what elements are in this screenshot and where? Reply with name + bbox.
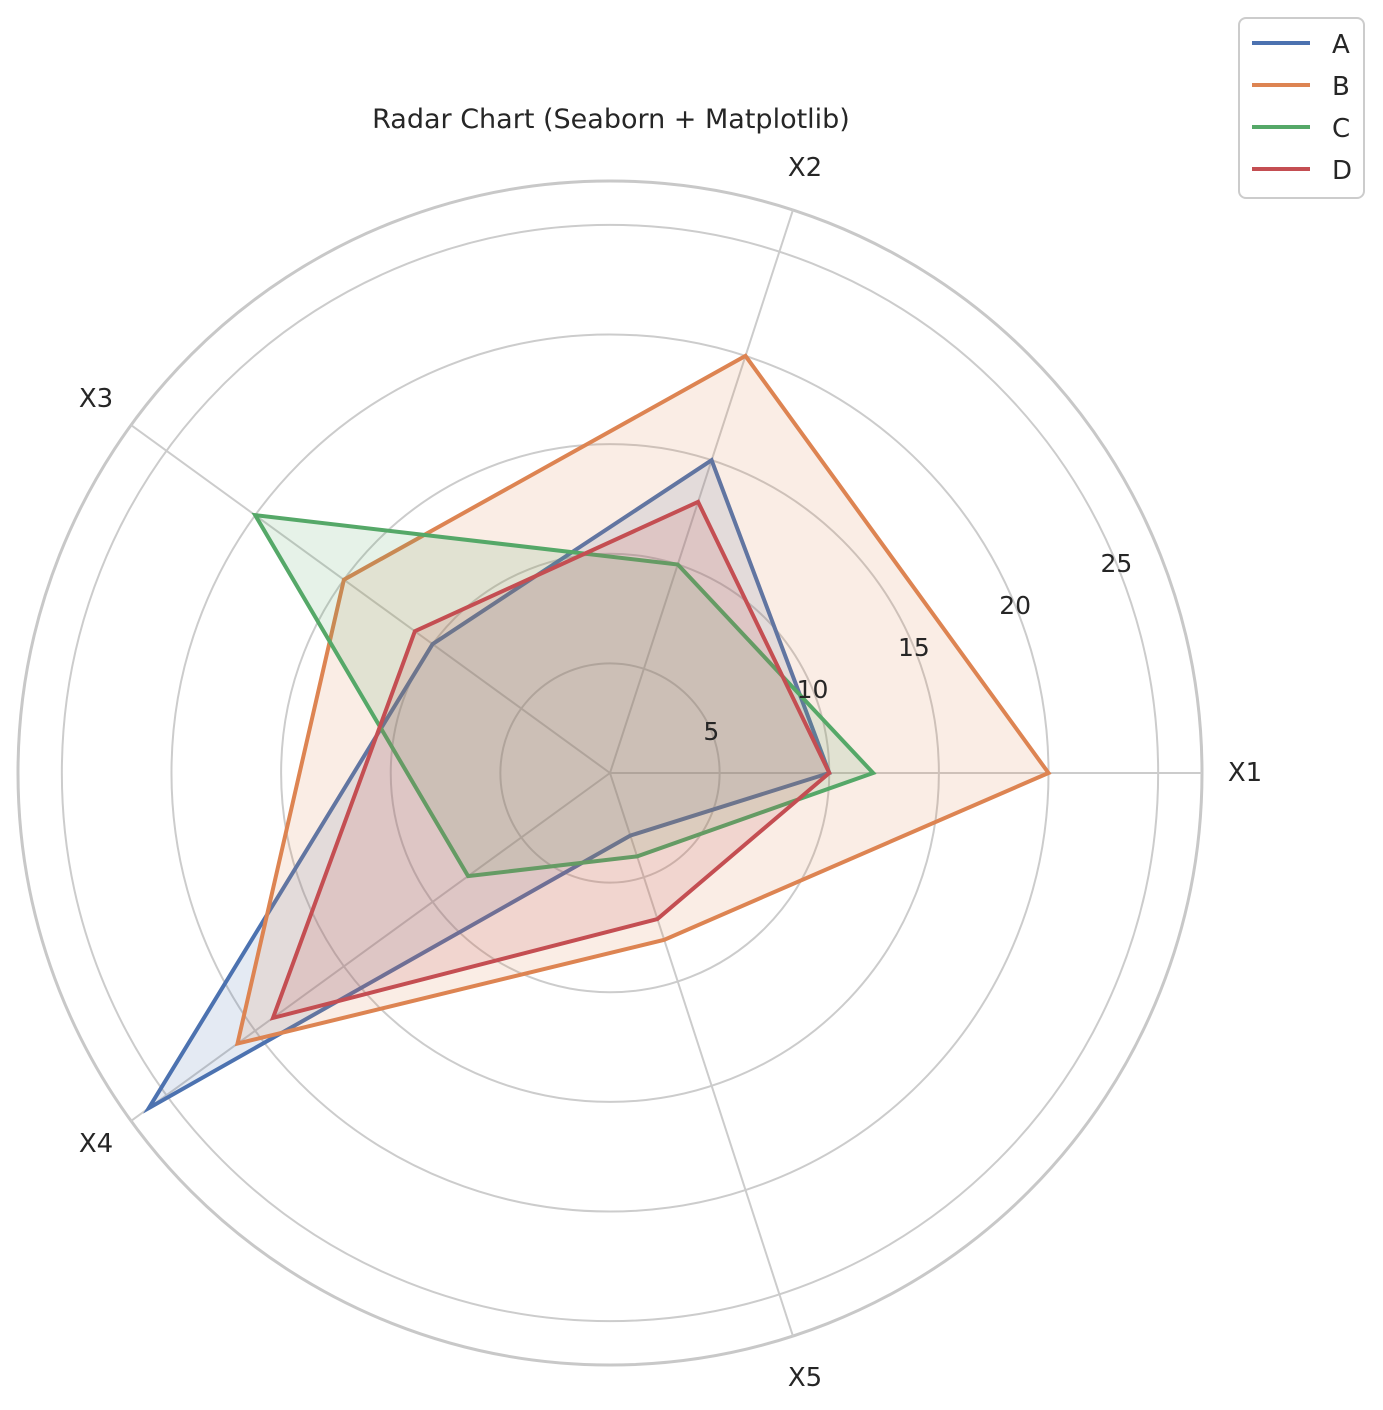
legend-label-D: D bbox=[1332, 156, 1352, 186]
chart-title: Radar Chart (Seaborn + Matplotlib) bbox=[372, 104, 850, 135]
radial-tick-label: 25 bbox=[1101, 549, 1133, 578]
series-line-C bbox=[251, 512, 877, 879]
series-fill-A bbox=[148, 460, 830, 1109]
legend-label-A: A bbox=[1332, 30, 1350, 60]
series-line-B bbox=[234, 353, 1052, 1047]
radar-labels: X1 X2 X3 X4 X5 5 10 15 20 25 bbox=[79, 153, 1262, 1393]
radial-tick-label: 15 bbox=[898, 633, 930, 662]
axis-label-X4: X4 bbox=[79, 1129, 113, 1159]
series-line-D bbox=[269, 499, 832, 1021]
radial-tick-label: 5 bbox=[703, 717, 719, 746]
axis-label-X3: X3 bbox=[79, 384, 113, 414]
radar-series bbox=[143, 353, 1052, 1114]
spoke-line bbox=[609, 772, 794, 1337]
spoke-line bbox=[130, 424, 611, 774]
legend-label-C: C bbox=[1332, 114, 1350, 144]
axis-label-X2: X2 bbox=[788, 153, 822, 183]
series-line-A bbox=[143, 457, 832, 1114]
legend-box bbox=[1238, 17, 1365, 199]
spoke-line bbox=[130, 772, 611, 1122]
radial-tick-label: 20 bbox=[999, 591, 1031, 620]
axis-label-X5: X5 bbox=[788, 1363, 822, 1393]
spoke-line bbox=[609, 209, 794, 774]
series-fill-C bbox=[255, 515, 874, 877]
radial-tick-label: 10 bbox=[797, 675, 829, 704]
legend-label-B: B bbox=[1332, 72, 1350, 102]
axis-label-X1: X1 bbox=[1228, 758, 1262, 788]
